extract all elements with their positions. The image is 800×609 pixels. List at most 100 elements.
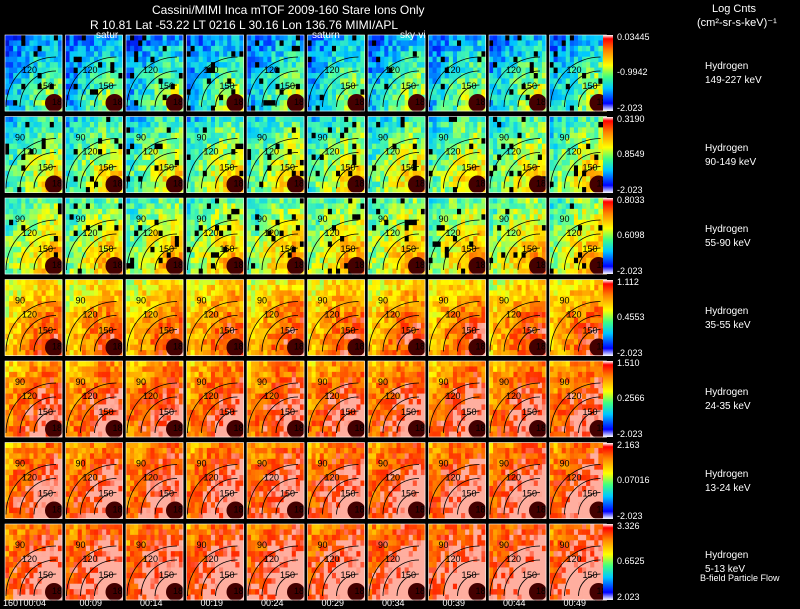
contour-label: 120 <box>446 310 461 320</box>
contour-arc <box>517 410 541 434</box>
energy-label: 35-55 keV <box>705 319 751 331</box>
contour-label: 90 <box>15 459 25 469</box>
contour-label: 18 <box>294 260 304 270</box>
contour-label: 150 <box>38 570 53 580</box>
colorbar-value: -2.023 <box>617 266 643 276</box>
contour-label: 90 <box>257 540 267 550</box>
contour-arc <box>322 152 359 189</box>
contour-arc <box>336 247 359 271</box>
contour-label: 120 <box>22 310 37 320</box>
contour-label: 150 <box>280 163 295 173</box>
energy-label: 55-90 keV <box>705 238 751 249</box>
contour-arc <box>368 301 420 352</box>
time-tick: 00:39 <box>442 598 466 608</box>
contour-arc <box>578 84 601 108</box>
planet-disk <box>468 583 487 601</box>
planet-disk <box>468 338 487 357</box>
contour-label: 18 <box>597 586 607 596</box>
contour-label: 120 <box>325 228 340 238</box>
contour-label: 150 <box>280 326 295 336</box>
contour-arc <box>5 545 57 597</box>
contour-label: 120 <box>385 310 400 320</box>
contour-label: 90 <box>318 377 328 387</box>
contour-label: 18 <box>173 179 183 189</box>
contour-label: 90 <box>439 296 449 306</box>
contour-arc <box>33 492 57 515</box>
contour-arc <box>564 315 601 352</box>
planet-disk <box>105 257 124 275</box>
contour-label: 150 <box>341 570 356 580</box>
units-label-2: (cm²-sr-s-keV)⁻¹ <box>697 17 777 29</box>
colorbar <box>603 442 613 519</box>
contour-arc <box>550 219 601 271</box>
contour-arc <box>443 478 480 515</box>
contour-arc <box>66 382 117 434</box>
contour-label: 90 <box>439 214 449 224</box>
planet-disk <box>166 420 184 438</box>
contour-label: 120 <box>204 147 219 157</box>
contour-arc <box>140 396 178 434</box>
contour-arc <box>396 573 420 597</box>
contour-label: 150 <box>401 81 416 91</box>
contour-arc <box>308 138 359 189</box>
contour-arc <box>80 233 117 271</box>
contour-label: 150 <box>99 81 114 91</box>
contour-arc <box>187 382 238 434</box>
planet-disk <box>287 420 305 438</box>
contour-label: 120 <box>83 65 98 75</box>
contour-arc <box>503 396 541 434</box>
colorbar-value: 2.023 <box>617 592 640 602</box>
contour-label: 90 <box>15 377 25 387</box>
contour-arc <box>187 219 238 271</box>
contour-arc <box>247 56 299 108</box>
contour-arc <box>5 56 57 108</box>
contour-arc <box>94 410 117 434</box>
contour-label: 150 <box>522 244 537 254</box>
contour-arc <box>368 219 420 271</box>
contour-label: 150 <box>99 489 114 499</box>
contour-arc <box>66 56 117 108</box>
contour-label: 18 <box>355 342 365 352</box>
contour-label: 18 <box>355 260 365 270</box>
planet-disk <box>287 175 305 194</box>
contour-label: 150 <box>462 326 477 336</box>
contour-label: 120 <box>567 473 582 483</box>
planet-disk <box>45 94 63 112</box>
contour-label: 150 <box>522 163 537 173</box>
frame-caption: satur <box>96 30 119 41</box>
contour-label: 150 <box>401 163 416 173</box>
contour-label: 120 <box>83 473 98 483</box>
contour-arc <box>517 84 541 108</box>
contour-arc <box>94 329 117 352</box>
contour-label: 90 <box>439 133 449 143</box>
contour-arc <box>261 396 299 434</box>
contour-label: 90 <box>499 296 509 306</box>
contour-label: 150 <box>583 489 598 499</box>
contour-arc <box>429 219 480 271</box>
planet-disk <box>166 94 184 112</box>
colorbar-value: 0.4553 <box>617 311 645 322</box>
contour-label: 150 <box>38 163 53 173</box>
time-tick: 00:49 <box>563 598 587 608</box>
contour-label: 90 <box>15 540 25 550</box>
contour-arc <box>517 247 541 271</box>
contour-label: 90 <box>257 459 267 469</box>
contour-label: 90 <box>257 296 267 306</box>
contour-label: 120 <box>264 310 279 320</box>
contour-arc <box>5 382 57 434</box>
contour-label: 18 <box>234 505 244 515</box>
contour-label: 150 <box>280 407 295 417</box>
contour-label: 120 <box>506 391 521 401</box>
contour-label: 150 <box>159 407 174 417</box>
contour-label: 120 <box>204 554 219 564</box>
contour-arc <box>94 166 117 189</box>
contour-arc <box>382 396 420 434</box>
